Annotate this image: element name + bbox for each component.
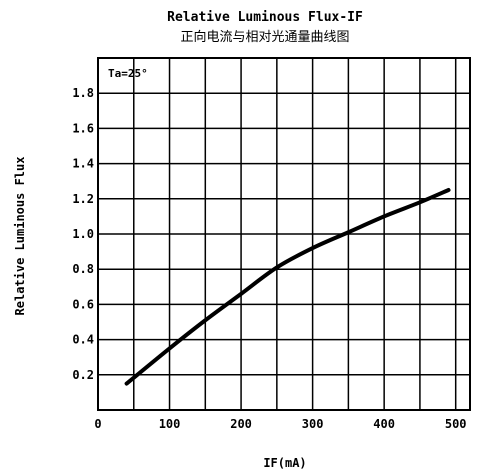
flux-curve: [124, 188, 451, 386]
x-tick-label: 400: [373, 417, 395, 431]
x-axis-label: IF(mA): [263, 456, 306, 470]
y-tick-label: 1.0: [72, 227, 94, 241]
plot-area: [97, 57, 471, 411]
y-tick-label: 1.4: [72, 157, 94, 171]
x-axis-ticks: 0 100 200 300 400 500: [94, 417, 466, 431]
x-tick-label: 300: [302, 417, 324, 431]
y-axis-label: Relative Luminous Flux: [13, 157, 27, 316]
y-tick-label: 1.2: [72, 192, 94, 206]
x-tick-label: 0: [94, 417, 101, 431]
y-tick-label: 1.6: [72, 121, 94, 135]
y-tick-label: 0.6: [72, 297, 94, 311]
y-tick-label: 0.2: [72, 368, 94, 382]
chart-subtitle: 正向电流与相对光通量曲线图: [180, 29, 349, 45]
x-tick-label: 200: [230, 417, 252, 431]
y-tick-label: 0.8: [72, 262, 94, 276]
x-tick-label: 500: [445, 417, 467, 431]
x-tick-label: 100: [159, 417, 181, 431]
y-tick-label: 0.4: [72, 333, 94, 347]
y-axis-ticks: 0.2 0.4 0.6 0.8 1.0 1.2 1.4 1.6 1.8: [72, 86, 94, 382]
grid: [98, 58, 470, 410]
y-tick-label: 1.8: [72, 86, 94, 100]
temperature-annotation: Ta=25°: [108, 67, 148, 80]
chart-title: Relative Luminous Flux-IF: [167, 10, 363, 25]
